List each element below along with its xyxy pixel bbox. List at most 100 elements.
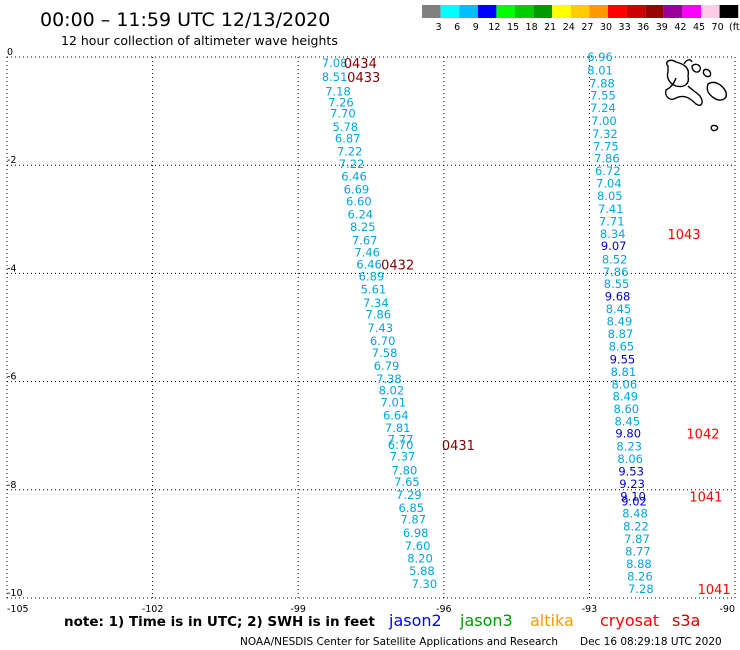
colorbar-label: 27 xyxy=(581,22,593,33)
wave-height-value: 8.26 xyxy=(627,569,653,583)
colorbar-label: 12 xyxy=(488,22,500,33)
wave-height-value: 8.20 xyxy=(407,552,433,566)
axis-ticks: -105 -102 -99 -96 -93 -90 0 -2 -4 -6 -8 -10 xyxy=(7,47,735,615)
colorbar-label: 18 xyxy=(526,22,538,33)
colorbar-swatch xyxy=(440,5,460,18)
wave-height-value: 6.98 xyxy=(403,526,429,540)
wave-height-value: 8.77 xyxy=(625,544,651,558)
wave-height-value: 7.58 xyxy=(372,346,398,360)
wave-height-value: 7.00 xyxy=(591,114,617,128)
colorbar-swatch xyxy=(608,5,627,18)
colorbar-swatch xyxy=(645,5,664,18)
x-tick-label: -102 xyxy=(142,604,164,615)
colorbar-label: 33 xyxy=(619,22,631,33)
wave-height-value: 9.23 xyxy=(619,477,645,491)
wave-height-value: 7.60 xyxy=(405,539,431,553)
wave-height-value: 9.68 xyxy=(605,290,631,304)
wave-height-value: 9.80 xyxy=(615,427,641,441)
wave-height-value: 8.55 xyxy=(604,277,630,291)
y-tick-label: -4 xyxy=(7,263,16,274)
wave-height-value: 8.22 xyxy=(623,520,649,534)
wave-height-value: 6.24 xyxy=(348,207,374,221)
x-tick-label: -105 xyxy=(7,604,29,615)
wave-height-value: 8.51 xyxy=(322,70,348,84)
pass-time-label: 1041 xyxy=(689,490,722,505)
wave-height-value: 6.72 xyxy=(595,164,621,178)
wave-height-value: 7.08 xyxy=(322,56,348,70)
pass-time-label: 0433 xyxy=(347,71,380,86)
wave-height-value: 7.04 xyxy=(596,177,622,191)
y-tick-label: -10 xyxy=(7,588,23,599)
wave-height-value: 8.52 xyxy=(602,252,628,266)
colorbar-swatch xyxy=(459,5,478,18)
note-text: note: 1) Time is in UTC; 2) SWH is in fe… xyxy=(64,614,375,630)
colorbar-label: 45 xyxy=(693,22,705,33)
y-tick-label: -8 xyxy=(7,480,16,491)
wave-height-value: 9.02 xyxy=(621,495,647,509)
wave-height-value: 7.87 xyxy=(624,532,650,546)
wave-height-value: 7.18 xyxy=(325,85,351,99)
track-values: 7.088.517.187.267.705.786.877.227.226.46… xyxy=(322,50,654,596)
colorbar-swatch xyxy=(477,5,497,18)
pass-time-label: 1041 xyxy=(698,583,731,598)
wave-height-value: 8.81 xyxy=(611,365,637,379)
wave-height-value: 6.70 xyxy=(370,334,396,348)
wave-height-value: 8.01 xyxy=(587,64,613,78)
wave-height-value: 7.22 xyxy=(337,145,363,159)
wave-height-value: 6.85 xyxy=(398,501,424,515)
wave-height-value: 7.87 xyxy=(400,513,426,527)
y-tick-label: -6 xyxy=(7,372,16,383)
wave-height-value: 8.05 xyxy=(597,189,623,203)
wave-height-value: 8.65 xyxy=(609,339,635,353)
wave-height-value: 9.07 xyxy=(601,239,627,253)
x-tick-label: -99 xyxy=(290,604,306,615)
wave-height-value: 7.86 xyxy=(365,308,391,322)
colorbar-label: 15 xyxy=(507,22,519,33)
pass-time-label: 1042 xyxy=(686,428,719,443)
wave-height-value: 9.55 xyxy=(610,352,636,366)
wave-height-value: 9.10 xyxy=(620,489,646,503)
colorbar-swatch xyxy=(570,5,590,18)
wave-height-value: 7.46 xyxy=(354,245,380,259)
wave-height-value: 7.37 xyxy=(390,449,416,463)
wave-height-value: 6.69 xyxy=(344,183,370,197)
wave-height-value: 7.32 xyxy=(592,127,618,141)
timestamp-text: Dec 16 08:29:18 UTC 2020 xyxy=(580,636,722,648)
wave-height-value: 7.29 xyxy=(396,488,422,502)
satellite-legend-jason3: jason3 xyxy=(459,611,513,630)
colorbar-swatch xyxy=(682,5,701,18)
wave-height-value: 7.75 xyxy=(593,139,619,153)
wave-height-value: 7.38 xyxy=(376,372,402,386)
wave-height-value: 8.23 xyxy=(616,440,642,454)
satellite-legend-s3a: s3a xyxy=(672,611,700,630)
wave-height-value: 9.53 xyxy=(618,464,644,478)
x-tick-label: -96 xyxy=(436,604,452,615)
wave-height-value: 7.77 xyxy=(388,432,414,446)
wave-height-value: 6.89 xyxy=(359,270,385,284)
wave-height-value: 7.55 xyxy=(590,88,616,102)
wave-height-value: 6.46 xyxy=(356,258,382,272)
colorbar-swatch xyxy=(496,5,515,18)
wave-height-value: 7.30 xyxy=(412,577,438,591)
wave-height-value: 7.80 xyxy=(392,463,418,477)
colorbar-label: 3 xyxy=(436,22,442,33)
colorbar-swatch xyxy=(701,5,720,18)
wave-height-value: 8.25 xyxy=(350,220,376,234)
colorbar-label: 21 xyxy=(544,22,556,33)
colorbar-swatch xyxy=(533,5,553,18)
wave-height-value: 8.02 xyxy=(379,383,405,397)
wave-height-value: 6.46 xyxy=(341,170,367,184)
satellite-legend-cryosat: cryosat xyxy=(600,611,659,630)
wave-height-value: 7.88 xyxy=(589,77,615,91)
wave-height-value: 7.70 xyxy=(330,106,356,120)
wave-height-value: 7.26 xyxy=(328,95,354,109)
pass-time-label: 0431 xyxy=(442,439,475,454)
wave-height-value: 7.01 xyxy=(381,396,407,410)
colorbar-swatch xyxy=(719,5,739,18)
wave-height-value: 6.87 xyxy=(335,132,361,146)
wave-height-value: 7.81 xyxy=(385,421,411,435)
wave-height-value: 7.22 xyxy=(339,157,365,171)
